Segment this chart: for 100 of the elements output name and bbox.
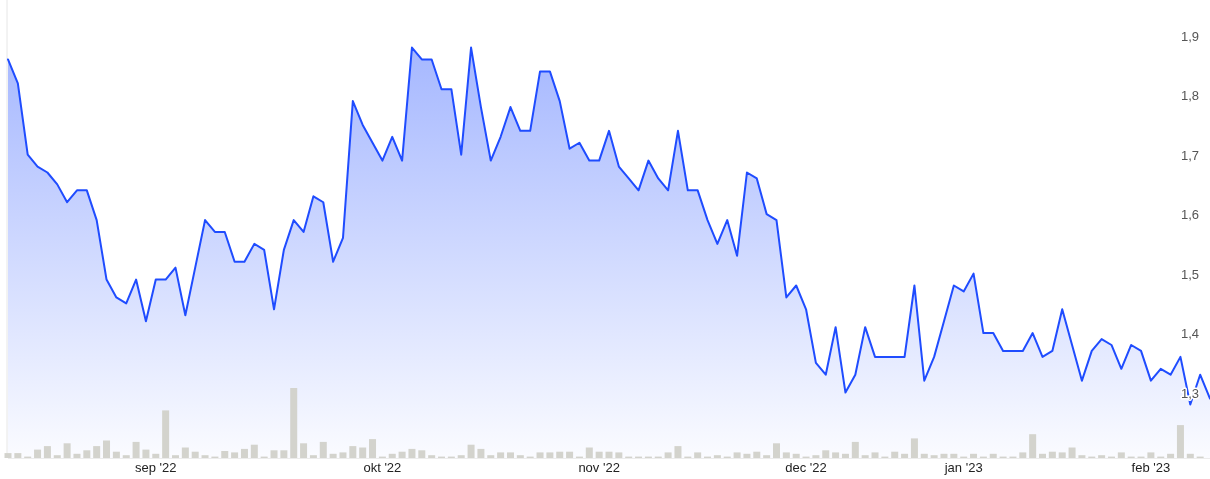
bar [191,451,199,458]
bar [319,441,327,458]
bar [891,451,899,458]
bar [1186,453,1194,458]
bar [694,452,702,458]
bar [349,446,357,458]
bar [53,455,61,458]
x-tick-label: jan '23 [943,460,983,475]
bar [122,455,130,458]
bar [851,441,859,458]
x-tick-label: dec '22 [785,460,827,475]
bar [782,452,790,458]
bar [73,453,81,458]
bar [250,444,258,458]
bar [34,449,42,458]
bar [832,452,840,458]
bar [231,452,239,458]
bar [487,455,495,458]
bar [1147,452,1155,458]
bar [240,448,248,458]
bar [792,453,800,458]
bar [1098,455,1106,458]
bar [103,440,111,458]
bar [812,455,820,458]
bar [132,441,140,458]
y-tick-label: 1,5 [1180,266,1200,282]
bar [171,455,179,458]
bar [369,439,377,458]
bar [201,455,209,458]
bar [910,438,918,458]
bar [329,453,337,458]
bar [428,455,436,458]
bar [467,444,475,458]
bar [43,446,51,458]
bar [1019,452,1027,458]
bar [536,452,544,458]
bar [566,451,574,458]
x-tick-label: okt '22 [363,460,402,475]
bar [546,452,554,458]
bar [457,455,465,458]
bar [162,410,170,458]
bar [1048,451,1056,458]
bar [674,446,682,458]
bar [743,453,751,458]
bar [940,453,948,458]
bar [398,451,406,458]
bar [497,452,505,458]
bar [63,443,71,458]
bar [477,448,485,458]
bar [359,447,367,458]
bar [930,455,938,458]
bar [418,450,426,458]
y-tick-label: 1,4 [1180,326,1200,342]
bar [1039,453,1047,458]
x-tick-label: sep '22 [135,460,177,475]
bar [713,455,721,458]
y-tick-label: 1,6 [1180,207,1200,223]
y-tick-label: 1,7 [1180,147,1200,163]
bar [270,450,278,458]
bar [1029,434,1037,458]
bar [83,450,91,458]
bar [822,450,830,458]
bar [615,452,623,458]
bar [733,452,741,458]
bar [595,451,603,458]
bar [1068,447,1076,458]
bar [585,447,593,458]
bar [1167,453,1175,458]
bar [516,455,524,458]
bar [605,451,613,458]
bar [181,447,189,458]
bar [309,455,317,458]
bar [861,455,869,458]
bar [920,453,928,458]
bar [221,451,229,458]
bar [970,453,978,458]
bar [664,452,672,458]
bar [112,451,120,458]
bar [871,452,879,458]
bar [93,446,101,458]
bar [14,453,22,458]
bar [763,455,771,458]
bar [388,453,396,458]
x-tick-label: feb '23 [1131,460,1171,475]
bar [772,443,780,458]
bar [753,451,761,458]
x-tick-label: nov '22 [578,460,620,475]
bar [300,443,308,458]
bar [280,450,288,458]
bar [556,451,564,458]
bar [989,453,997,458]
bar [142,449,150,458]
bar [152,453,160,458]
bar [408,448,416,458]
bar [841,453,849,458]
y-tick-label: 1,9 [1180,28,1200,44]
bar [901,453,909,458]
bar [1058,452,1066,458]
bar [339,452,347,458]
bar [1176,425,1184,458]
